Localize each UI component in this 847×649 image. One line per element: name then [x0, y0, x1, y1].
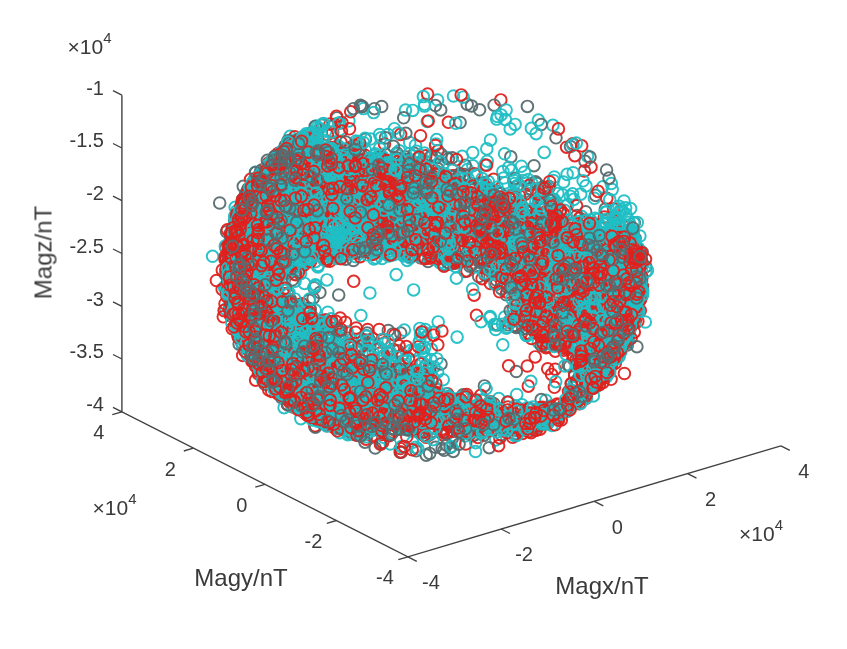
svg-text:4: 4: [93, 421, 104, 443]
svg-text:2: 2: [165, 458, 176, 480]
svg-text:×104: ×104: [739, 516, 783, 545]
svg-text:-3.5: -3.5: [70, 340, 104, 362]
svg-text:Magz/nT: Magz/nT: [30, 205, 57, 299]
svg-text:-4: -4: [376, 566, 394, 588]
svg-text:-2: -2: [305, 530, 323, 552]
svg-text:-1.5: -1.5: [70, 129, 104, 151]
svg-text:-2: -2: [86, 182, 104, 204]
svg-text:×104: ×104: [93, 490, 137, 519]
svg-text:-2.5: -2.5: [70, 235, 104, 257]
svg-text:4: 4: [798, 460, 809, 482]
svg-text:0: 0: [612, 516, 623, 538]
svg-text:Magx/nT: Magx/nT: [555, 572, 649, 599]
svg-text:-4: -4: [86, 393, 104, 415]
svg-text:-1: -1: [86, 77, 104, 99]
svg-text:-4: -4: [422, 571, 440, 593]
svg-text:-3: -3: [86, 288, 104, 310]
svg-text:2: 2: [705, 488, 716, 510]
svg-text:Magy/nT: Magy/nT: [194, 564, 288, 591]
svg-text:×104: ×104: [68, 29, 112, 58]
svg-text:-2: -2: [515, 543, 533, 565]
svg-text:0: 0: [236, 494, 247, 516]
